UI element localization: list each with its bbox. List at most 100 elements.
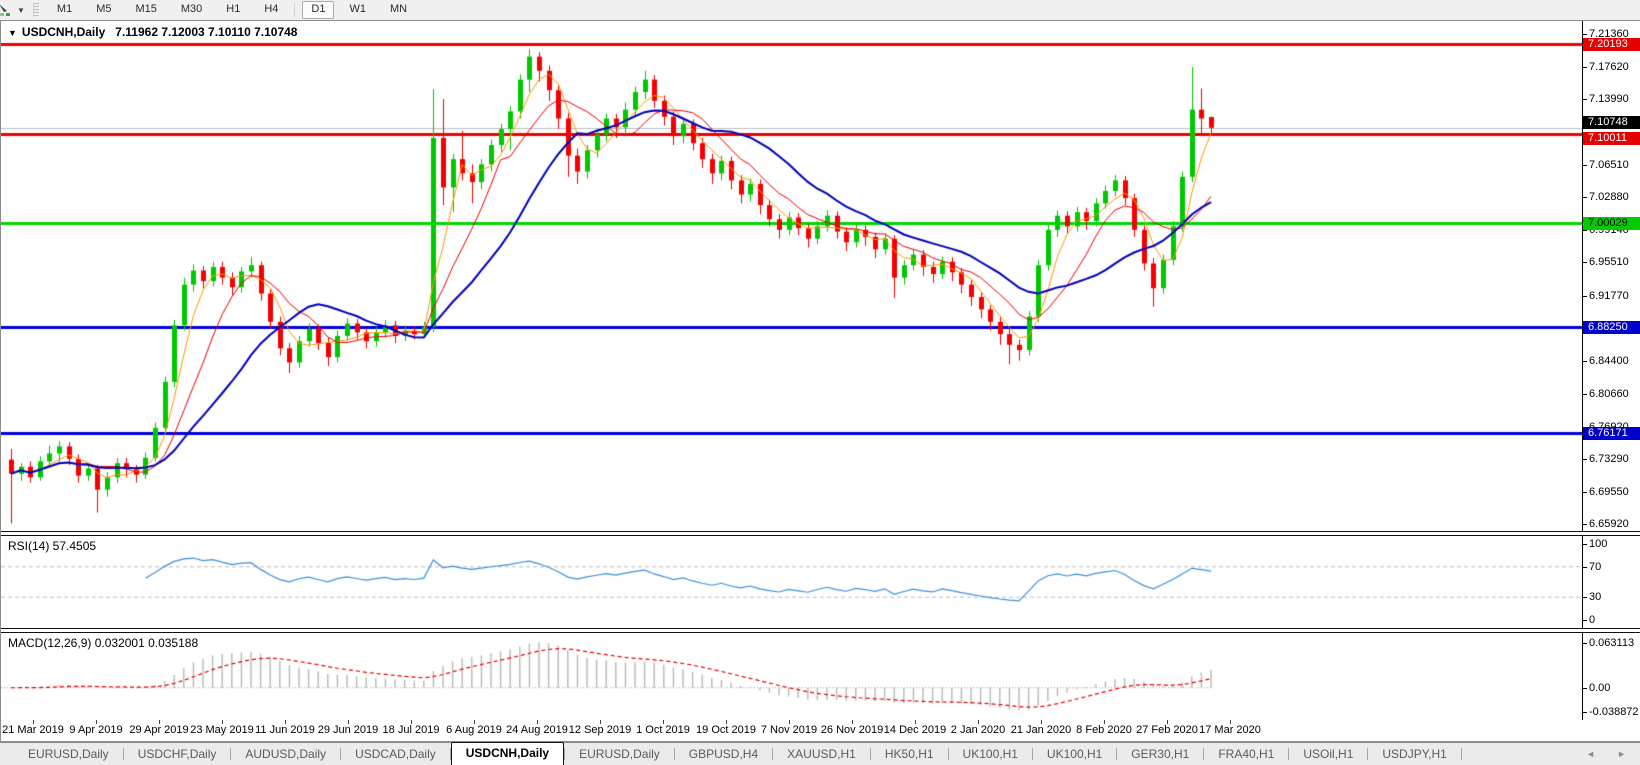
date-tick [1041, 720, 1042, 724]
date-tick [789, 720, 790, 724]
toolbar-separator [294, 3, 296, 17]
tab-divider [564, 748, 566, 760]
tab-divider [122, 748, 124, 760]
panel-separator[interactable] [1, 531, 1640, 536]
timeframe-button-mn[interactable]: MN [389, 3, 408, 15]
chart-tab-usdchf-daily[interactable]: USDCHF,Daily [137, 747, 217, 761]
chart-ohlc-quote: 7.11962 7.12003 7.10110 7.10748 [115, 25, 298, 39]
rsi-canvas[interactable] [1, 536, 1582, 628]
toolbar-grip[interactable] [32, 3, 39, 17]
chart-tab-uk100-h1[interactable]: UK100,H1 [1046, 747, 1103, 761]
chart-tab-bar: EURUSD,Daily USDCHF,Daily AUDUSD,Daily USDC… [0, 742, 1640, 765]
chart-area: ▼ USDCNH,Daily 7.11962 7.12003 7.10110 7.1… [0, 20, 1640, 742]
chart-tab-xauusd-h1[interactable]: XAUUSD,H1 [787, 747, 856, 761]
price-badge-blue: 6.88250 [1583, 320, 1640, 334]
date-axis-label: 12 Sep 2019 [568, 724, 632, 736]
price-axis-label: 7.13990 [1583, 93, 1629, 106]
date-axis-label: 23 May 2019 [190, 724, 254, 736]
price-badge-red: 7.20193 [1583, 38, 1640, 52]
main-chart-canvas[interactable] [1, 21, 1582, 531]
timeframe-button-m1[interactable]: M1 [56, 3, 73, 15]
price-axis-label: 6.65920 [1583, 518, 1629, 530]
date-axis-label: 19 Oct 2019 [696, 724, 756, 736]
tab-divider [449, 748, 451, 760]
date-tick [1104, 720, 1105, 724]
timeframe-button-h1[interactable]: H1 [226, 3, 241, 15]
tab-divider [772, 748, 774, 760]
price-axis-label: 6.80660 [1583, 387, 1629, 400]
tab-divider [340, 748, 342, 760]
chart-tab-uk100-h1[interactable]: UK100,H1 [962, 747, 1018, 761]
date-tick [663, 720, 664, 724]
date-tick [159, 720, 160, 724]
date-axis-label: 29 Jun 2019 [317, 724, 379, 736]
tab-scroll-controls: ◄ ► [1586, 742, 1640, 765]
tab-divider [1288, 748, 1290, 760]
price-axis[interactable]: 7.21360 7.17620 7.13990 7.06510 7.02880 6.991… [1582, 21, 1640, 720]
chart-tab-usdcnh-daily[interactable]: USDCNH,Daily [450, 742, 565, 765]
timeframe-button-h4[interactable]: H4 [264, 3, 279, 15]
macd-axis-label: 0.063113 [1582, 637, 1635, 649]
price-badge-black: 7.10748 [1583, 115, 1640, 129]
date-tick [537, 720, 538, 724]
chevron-down-icon[interactable]: ▼ [17, 5, 25, 15]
date-axis-label: 21 Jan 2020 [1010, 724, 1072, 736]
timeframe-button-m5[interactable]: M5 [96, 3, 112, 15]
date-tick [978, 720, 979, 724]
timeframe-button-d1[interactable]: D1 [302, 1, 335, 19]
tab-divider [1116, 748, 1118, 760]
date-axis-label: 9 Apr 2019 [69, 724, 123, 736]
date-axis-label: 21 Mar 2019 [2, 724, 64, 736]
price-axis-label: 7.17620 [1583, 61, 1629, 74]
date-tick [33, 720, 34, 724]
chart-dropdown-icon[interactable]: ▼ [8, 28, 17, 38]
price-axis-label: 7.21360 [1583, 28, 1629, 40]
timeframe-buttons: M1 M5 M15 M30 H1 H4 D1 W1 MN [45, 1, 419, 19]
tab-divider [673, 748, 675, 760]
date-axis-label: 27 Feb 2020 [1136, 724, 1198, 736]
chart-tab-eurusd-daily[interactable]: EURUSD,Daily [28, 747, 109, 761]
date-tick [222, 720, 223, 724]
macd-canvas[interactable] [1, 633, 1582, 720]
chart-tab-eurusd-daily[interactable]: EURUSD,Daily [579, 747, 660, 761]
rsi-axis-label: 100 [1582, 538, 1608, 550]
chart-tab-usoil-h1[interactable]: USOil,H1 [1303, 747, 1354, 761]
price-badge-red: 7.10011 [1583, 132, 1640, 146]
date-axis[interactable]: 21 Mar 2019 9 Apr 2019 29 Apr 2019 23 May 2… [1, 720, 1640, 741]
rsi-label: RSI(14) 57.4505 [8, 539, 97, 553]
date-tick [1167, 720, 1168, 724]
tab-divider [947, 748, 949, 760]
price-badge-green: 7.00029 [1583, 216, 1640, 230]
chart-tab-fra40-h1[interactable]: FRA40,H1 [1218, 747, 1275, 761]
timeframe-button-m15[interactable]: M15 [135, 3, 157, 15]
chart-tabs: EURUSD,Daily USDCHF,Daily AUDUSD,Daily USDC… [14, 742, 1462, 765]
chart-tab-usdjpy-h1[interactable]: USDJPY,H1 [1382, 747, 1447, 761]
price-axis-label: 6.84400 [1583, 354, 1629, 367]
date-tick [474, 720, 475, 724]
date-axis-label: 24 Aug 2019 [506, 724, 568, 736]
date-axis-label: 7 Nov 2019 [760, 724, 818, 736]
date-axis-label: 6 Aug 2019 [446, 724, 502, 736]
tab-divider [869, 748, 871, 760]
tab-divider [1367, 748, 1369, 760]
tab-scroll-right-icon[interactable]: ► [1617, 748, 1626, 759]
price-axis-label: 6.69550 [1583, 485, 1629, 498]
date-axis-label: 17 Mar 2020 [1199, 724, 1261, 736]
date-tick [348, 720, 349, 724]
timeframe-button-w1[interactable]: W1 [349, 3, 366, 15]
chart-tab-ger30-h1[interactable]: GER30,H1 [1131, 747, 1190, 761]
panel-separator[interactable] [1, 628, 1640, 633]
chart-symbol: USDCNH,Daily [21, 25, 106, 39]
macd-label: MACD(12,26,9) 0.032001 0.035188 [8, 636, 199, 650]
timeframe-button-m30[interactable]: M30 [180, 3, 203, 15]
drawing-tool-button[interactable]: ▼ [0, 2, 29, 18]
date-axis-label: 2 Jan 2020 [950, 724, 1006, 736]
price-axis-label: 6.95510 [1583, 256, 1629, 269]
chart-tab-audusd-daily[interactable]: AUDUSD,Daily [245, 747, 327, 761]
tab-divider [1031, 748, 1033, 760]
chart-tab-usdcad-daily[interactable]: USDCAD,Daily [355, 747, 436, 761]
chart-tab-gbpusd-h4[interactable]: GBPUSD,H4 [688, 747, 759, 761]
price-panel: ▼ USDCNH,Daily 7.11962 7.12003 7.10110 7.1… [1, 21, 1582, 531]
chart-tab-hk50-h1[interactable]: HK50,H1 [884, 747, 934, 761]
tab-scroll-left-icon[interactable]: ◄ [1586, 748, 1596, 759]
